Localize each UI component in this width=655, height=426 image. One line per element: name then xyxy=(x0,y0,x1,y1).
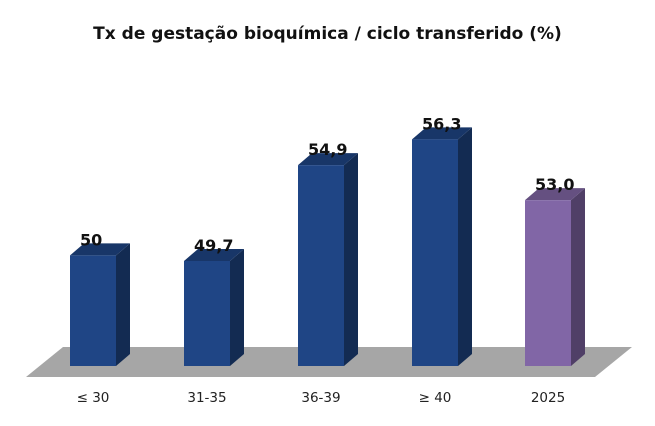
bar xyxy=(525,200,571,366)
data-label: 56,3 xyxy=(422,114,461,133)
bar-side xyxy=(344,153,358,366)
x-tick-label: ≤ 30 xyxy=(77,390,110,406)
bar xyxy=(70,255,116,366)
bar-top xyxy=(525,188,585,201)
bar-side xyxy=(116,243,130,366)
bar-top xyxy=(184,248,244,261)
x-tick-label: 31-35 xyxy=(187,390,226,406)
bar-side xyxy=(458,127,472,366)
data-label: 50 xyxy=(80,230,102,249)
bar-top xyxy=(298,153,358,166)
bar-side xyxy=(571,188,585,366)
data-label: 49,7 xyxy=(194,236,233,255)
bar-side xyxy=(230,248,244,366)
bar-top xyxy=(70,243,130,256)
data-label: 53,0 xyxy=(535,175,574,194)
bar-top xyxy=(412,127,472,140)
x-tick-label: 36-39 xyxy=(301,390,340,406)
chart-title: Tx de gestação bioquímica / ciclo transf… xyxy=(93,24,562,44)
bar xyxy=(412,139,458,366)
bar xyxy=(298,165,344,366)
x-tick-label: 2025 xyxy=(531,390,565,406)
data-label: 54,9 xyxy=(308,140,347,159)
x-tick-label: ≥ 40 xyxy=(419,390,452,406)
bar xyxy=(184,260,230,366)
